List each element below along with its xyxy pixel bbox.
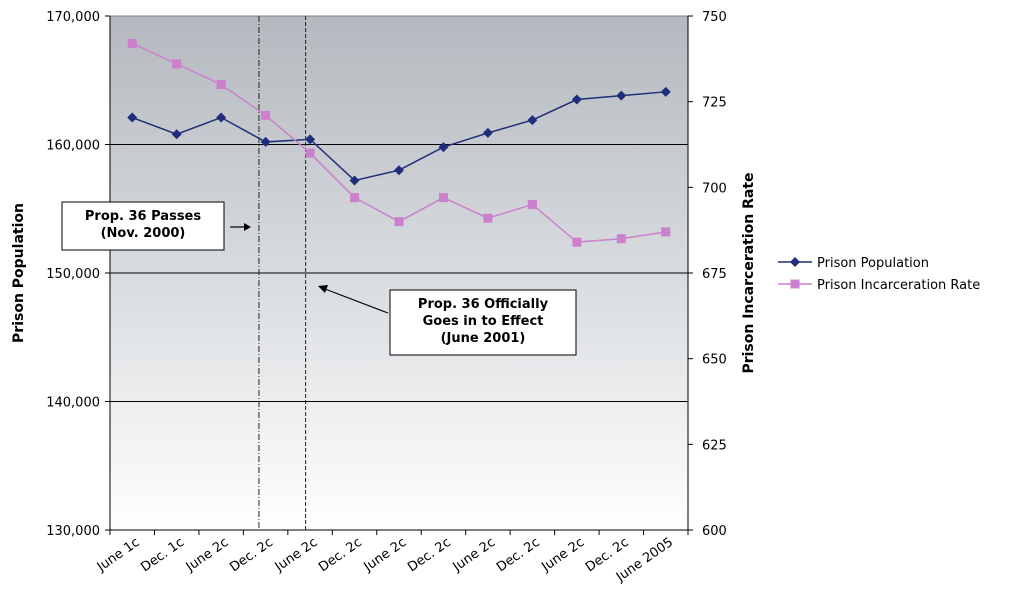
- x-tick-label: June 2c: [539, 535, 588, 575]
- data-point-population: [616, 90, 627, 101]
- data-point-rate: [661, 227, 671, 237]
- y-tick-label: 130,000: [46, 524, 100, 539]
- data-point-rate: [216, 80, 226, 90]
- data-point-population: [394, 165, 404, 176]
- annotation-box-passes: [61, 201, 225, 251]
- x-tick-label: Dec. 2c: [316, 535, 365, 575]
- data-point-rate: [394, 217, 404, 227]
- legend-square-marker-icon: [790, 279, 800, 289]
- y-axis-title: Prison Population: [11, 203, 27, 343]
- y2-tick-label: 650: [702, 353, 727, 368]
- arrowhead-icon: [318, 285, 328, 293]
- y2-tick-label: 725: [702, 96, 727, 111]
- data-point-rate: [483, 213, 493, 223]
- data-point-population: [260, 136, 271, 147]
- legend-label: Prison Incarceration Rate: [817, 278, 980, 293]
- data-point-population: [349, 175, 360, 186]
- y-tick-label: 140,000: [46, 396, 100, 411]
- legend-label: Prison Population: [817, 256, 929, 271]
- annotation-text-effect: (June 2001): [441, 331, 526, 346]
- annotation-text-passes: (Nov. 2000): [101, 226, 186, 241]
- data-point-population: [305, 134, 316, 145]
- data-point-population: [527, 115, 538, 126]
- y2-tick-label: 750: [702, 10, 727, 25]
- x-tick-label: June 2c: [450, 535, 499, 575]
- y-tick-label: 150,000: [46, 267, 100, 282]
- x-tick-label: Dec. 2c: [494, 535, 543, 575]
- annotation-arrow-effect: [324, 288, 389, 314]
- x-tick-label: June 2c: [183, 535, 232, 575]
- legend: Prison Population Prison Incarceration Ra…: [778, 256, 980, 293]
- data-point-population: [216, 112, 227, 123]
- data-point-rate: [305, 148, 315, 158]
- data-point-population: [482, 127, 493, 138]
- y2-axis-title: Prison Incarceration Rate: [741, 172, 757, 373]
- y2-tick-label: 675: [702, 267, 727, 282]
- x-tick-label: Dec. 1c: [138, 535, 187, 575]
- data-point-rate: [350, 193, 360, 203]
- data-point-population: [127, 112, 138, 123]
- data-point-rate: [261, 110, 271, 120]
- annotation-text-effect: Goes in to Effect: [423, 314, 544, 329]
- x-tick-label: Dec. 2c: [405, 535, 454, 575]
- y2-tick-label: 600: [702, 524, 727, 539]
- y-tick-label: 170,000: [46, 10, 100, 25]
- x-tick-label: June 2c: [361, 535, 410, 575]
- y2-tick-label: 700: [702, 181, 727, 196]
- data-point-population: [660, 86, 671, 97]
- y-tick-label: 160,000: [46, 139, 100, 154]
- data-point-population: [438, 142, 449, 153]
- data-point-rate: [172, 59, 182, 69]
- annotation-box-effect: [389, 289, 577, 356]
- data-point-population: [571, 94, 582, 105]
- annotation-text-passes: Prop. 36 Passes: [85, 209, 202, 224]
- x-tick-label: June 2c: [272, 535, 321, 575]
- arrowhead-icon: [244, 223, 251, 231]
- data-point-rate: [572, 237, 582, 247]
- data-point-population: [171, 129, 182, 140]
- data-point-rate: [527, 199, 537, 209]
- annotation-text-effect: Prop. 36 Officially: [418, 297, 549, 312]
- x-tick-label: Dec. 2c: [227, 535, 276, 575]
- x-tick-label: June 1c: [94, 535, 143, 575]
- data-point-rate: [438, 193, 448, 203]
- legend-diamond-marker-icon: [790, 257, 800, 267]
- y2-tick-label: 625: [702, 438, 727, 453]
- data-point-rate: [127, 38, 137, 48]
- data-point-rate: [616, 234, 626, 244]
